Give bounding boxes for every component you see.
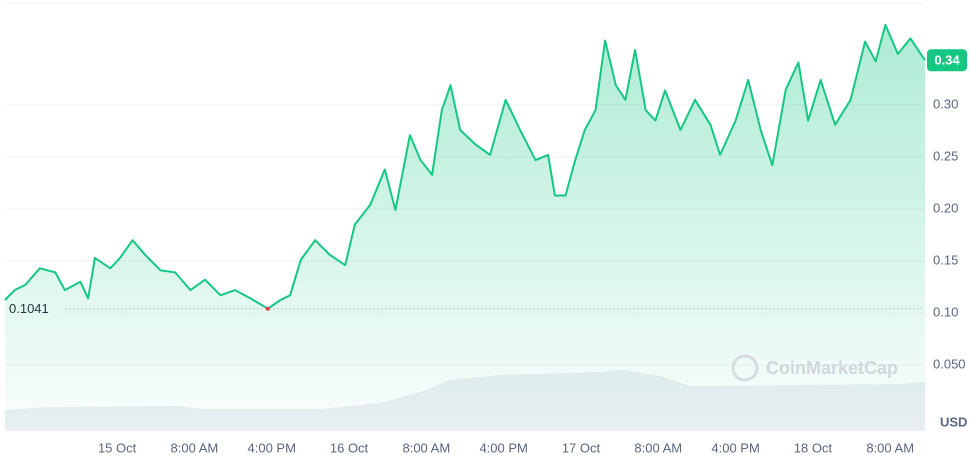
y-tick-label: 0.30 bbox=[933, 96, 958, 111]
y-tick-label: 0.15 bbox=[933, 252, 958, 267]
watermark-logo bbox=[731, 354, 759, 382]
x-tick-label: 4:00 PM bbox=[248, 440, 296, 455]
x-tick-label: 4:00 PM bbox=[479, 440, 527, 455]
x-tick-label: 15 Oct bbox=[98, 440, 137, 455]
area bbox=[5, 24, 925, 431]
x-tick-label: 16 Oct bbox=[330, 440, 369, 455]
x-tick-label: 17 Oct bbox=[562, 440, 601, 455]
last-value-tag bbox=[927, 49, 967, 72]
low-marker bbox=[265, 306, 270, 311]
x-tick-label: 8:00 AM bbox=[634, 440, 682, 455]
watermark: CoinMarketCap bbox=[766, 358, 898, 378]
y-tick-label: 0.20 bbox=[933, 200, 958, 215]
last-value-label: 0.34 bbox=[934, 53, 960, 68]
x-tick-label: 8:00 AM bbox=[402, 440, 450, 455]
price-line bbox=[4, 23, 926, 310]
x-tick-label: 8:00 AM bbox=[866, 440, 914, 455]
y-tick-label: 0.10 bbox=[933, 304, 958, 319]
x-tick-label: 4:00 PM bbox=[711, 440, 759, 455]
y-tick-label: 0.050 bbox=[933, 356, 966, 371]
x-tick-label: 18 Oct bbox=[794, 440, 833, 455]
y-unit: USD bbox=[940, 414, 967, 429]
x-tick-label: 8:00 AM bbox=[171, 440, 219, 455]
y-tick-label: 0.25 bbox=[933, 148, 958, 163]
